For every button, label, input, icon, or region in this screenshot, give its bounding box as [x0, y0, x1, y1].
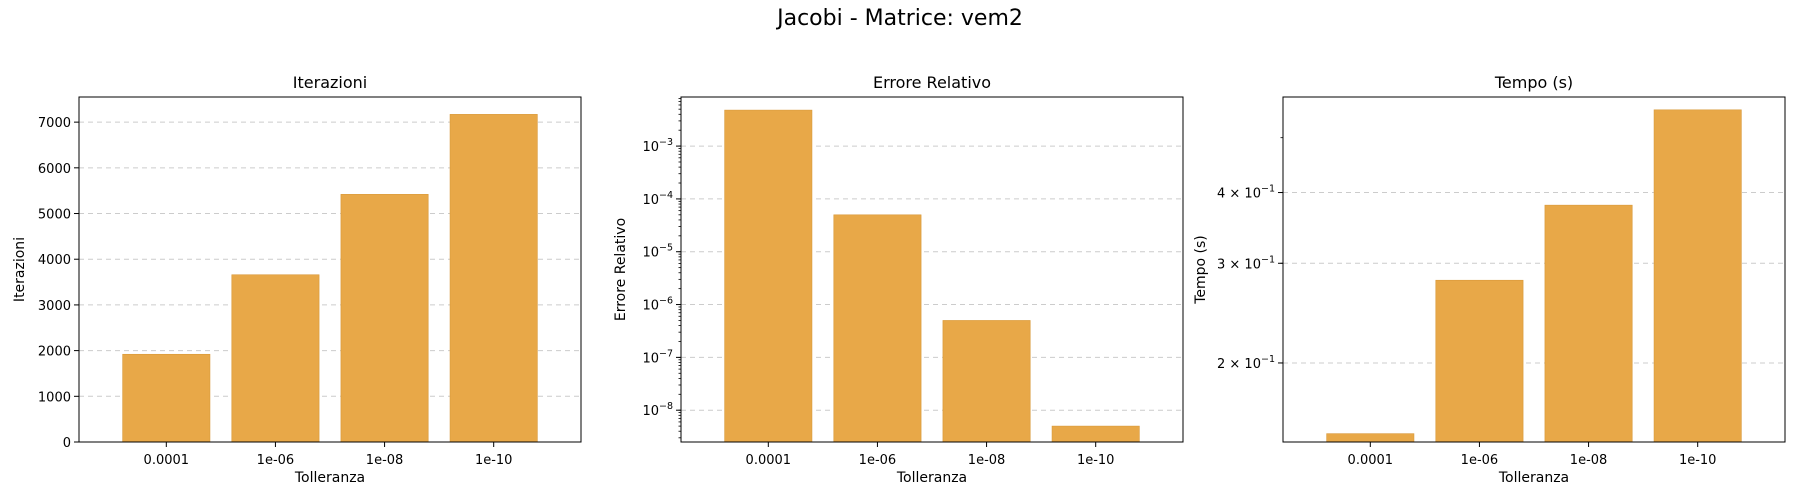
x-tick-label: 1e-08 [1570, 453, 1608, 468]
bar-1e-08 [1544, 204, 1633, 443]
panel-title: Tempo (s) [1494, 73, 1573, 92]
bar-1e-06 [833, 214, 922, 443]
bar-1e-10 [1653, 109, 1742, 443]
x-tick-label: 1e-10 [1679, 453, 1717, 468]
x-axis-label: Tolleranza [896, 470, 967, 486]
panel-title: Errore Relativo [873, 73, 991, 92]
y-tick-label: 10−7 [642, 348, 673, 366]
y-tick-label: 10−6 [642, 296, 673, 314]
y-axis-label: Tempo (s) [1193, 235, 1209, 305]
y-axis-label: Iterazioni [12, 237, 28, 302]
axes-frame [78, 96, 582, 443]
y-tick-label: 10−5 [642, 243, 673, 261]
x-tick-label: 1e-10 [475, 453, 513, 468]
x-tick-label: 1e-08 [968, 453, 1006, 468]
y-tick-label: 10−8 [642, 401, 673, 419]
y-axis-label: Errore Relativo [613, 218, 629, 321]
y-tick-label: 1000 [38, 390, 71, 405]
bar-1e-06 [1435, 279, 1524, 443]
y-tick-label: 6000 [38, 162, 71, 177]
panel-title: Iterazioni [293, 73, 367, 92]
y-tick-label: 3000 [38, 299, 71, 314]
bar-1e-10 [1051, 425, 1140, 443]
x-tick-label: 1e-06 [859, 453, 897, 468]
y-tick-label: 4 × 10−1 [1217, 184, 1275, 202]
bar-0.0001 [122, 353, 211, 443]
x-tick-label: 1e-08 [366, 453, 404, 468]
y-tick-label: 2 × 10−1 [1217, 354, 1275, 372]
bar-1e-10 [449, 114, 538, 443]
y-tick-label: 3 × 10−1 [1217, 254, 1275, 272]
bar-1e-08 [942, 320, 1031, 443]
bar-0.0001 [1326, 433, 1415, 443]
chart-panel-1: 0.0001 1e-06 1e-08 1e-10 0 1000 2000 3000 4000 50… [12, 73, 582, 486]
bar-1e-08 [340, 194, 429, 443]
y-tick-label: 10−4 [642, 190, 673, 208]
y-tick-label: 0 [63, 436, 71, 451]
x-tick-label: 0.0001 [144, 453, 190, 468]
y-tick-label: 10−3 [642, 137, 673, 155]
y-tick-label: 5000 [38, 208, 71, 223]
figure-title: Jacobi - Matrice: vem2 [777, 6, 1023, 31]
x-axis-label: Tolleranza [294, 470, 365, 486]
axes-frame [1282, 96, 1786, 443]
x-tick-label: 0.0001 [746, 453, 792, 468]
x-tick-label: 0.0001 [1348, 453, 1394, 468]
x-axis-label: Tolleranza [1498, 470, 1569, 486]
x-tick-label: 1e-06 [257, 453, 295, 468]
y-tick-label: 7000 [38, 116, 71, 131]
bar-1e-06 [231, 274, 320, 443]
axes-frame [680, 96, 1184, 443]
bar-0.0001 [724, 109, 813, 443]
chart-panel-3: 0.0001 1e-06 1e-08 1e-10 2 × 10−1 3 × 10−1 4 ×… [1193, 73, 1786, 486]
y-tick-label: 4000 [38, 253, 71, 268]
chart-panel-2: 0.0001 1e-06 1e-08 1e-10 10−8 10−7 10−6 10−5 10−… [613, 73, 1184, 486]
x-tick-label: 1e-06 [1461, 453, 1499, 468]
x-tick-label: 1e-10 [1077, 453, 1115, 468]
y-tick-label: 2000 [38, 345, 71, 360]
